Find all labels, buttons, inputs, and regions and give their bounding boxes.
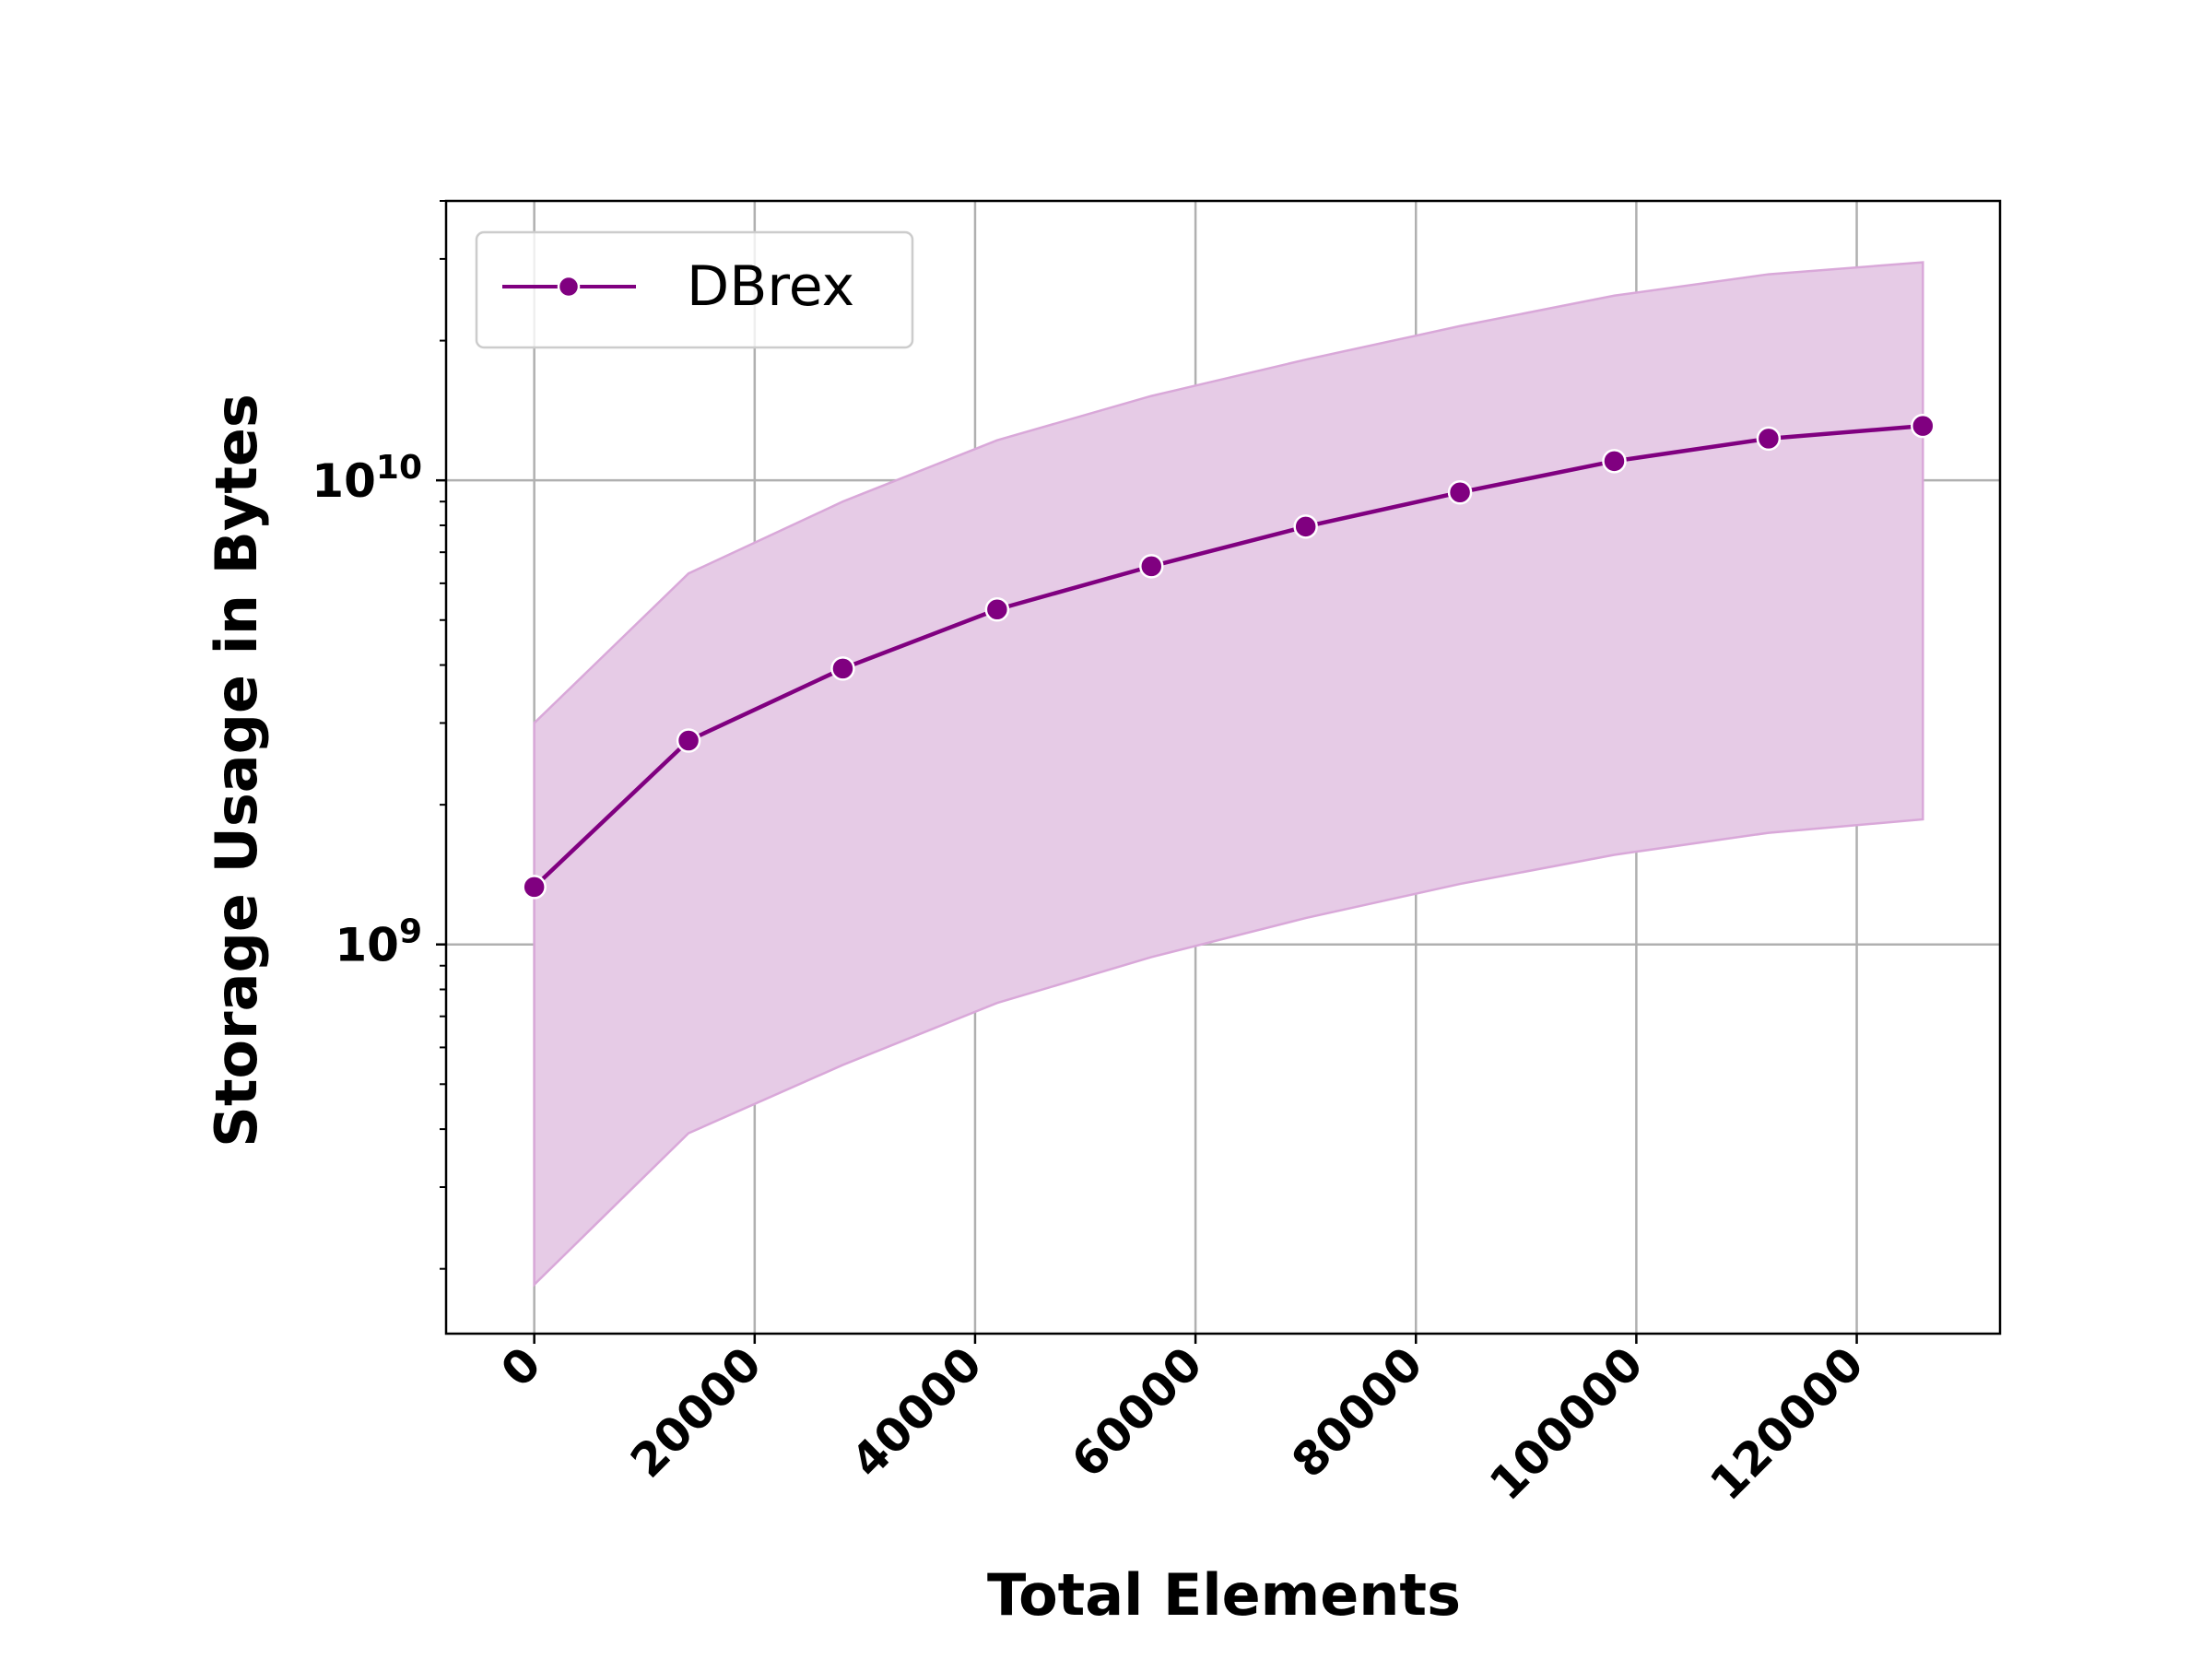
series-line-layer — [533, 423, 1924, 888]
data-point — [830, 656, 855, 681]
data-point — [676, 728, 701, 753]
plot-frame — [444, 199, 2002, 1335]
data-point — [522, 875, 547, 900]
data-point — [1293, 514, 1318, 539]
y-tick-label: 1010 — [312, 449, 422, 508]
data-point — [984, 596, 1010, 622]
data-point — [1602, 449, 1627, 474]
data-point — [1756, 426, 1782, 452]
y-tick-label: 109 — [335, 913, 422, 972]
confidence-band-layer — [533, 261, 1924, 1288]
legend-marker-swatch — [557, 275, 581, 299]
legend-label-dbrex: DBrex — [687, 254, 854, 319]
data-point — [1139, 554, 1164, 579]
y-axis-ticks: 109 1010 — [312, 200, 446, 1270]
data-point — [1447, 479, 1473, 505]
legend-box — [475, 230, 914, 349]
y-axis-title: Storage Usage in Bytes — [203, 394, 270, 1147]
confidence-band — [533, 261, 1924, 1288]
marker-layer — [522, 413, 1936, 900]
legend: DBrex — [475, 230, 914, 349]
x-axis-title: Total Elements — [987, 1561, 1461, 1629]
data-point — [1911, 413, 1936, 439]
series-line — [533, 423, 1924, 888]
